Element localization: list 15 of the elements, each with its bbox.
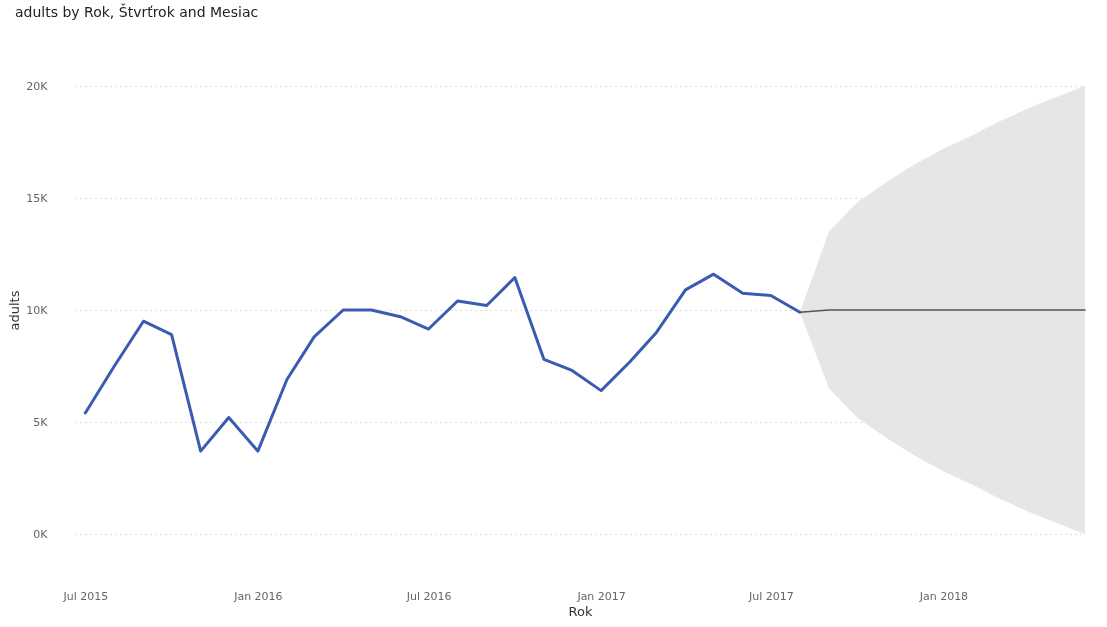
chart-title: adults by Rok, Štvrťrok and Mesiac [15,3,259,20]
x-tick-label: Jan 2017 [576,589,626,603]
y-tick-label: 5K [33,415,49,429]
x-tick-label: Jul 2016 [405,589,452,603]
x-tick-label: Jan 2016 [233,589,283,603]
y-tick-label: 15K [26,191,49,205]
y-tick-label: 20K [26,79,49,93]
y-axis-title: adults [7,290,23,331]
y-tick-label: 0K [33,527,49,541]
x-tick-label: Jul 2015 [62,589,109,603]
y-tick-label: 10K [26,303,49,317]
x-tick-label: Jan 2018 [918,589,969,603]
x-tick-label: Jul 2017 [747,589,794,603]
x-axis-title: Rok [568,603,593,619]
line-series [83,272,802,453]
